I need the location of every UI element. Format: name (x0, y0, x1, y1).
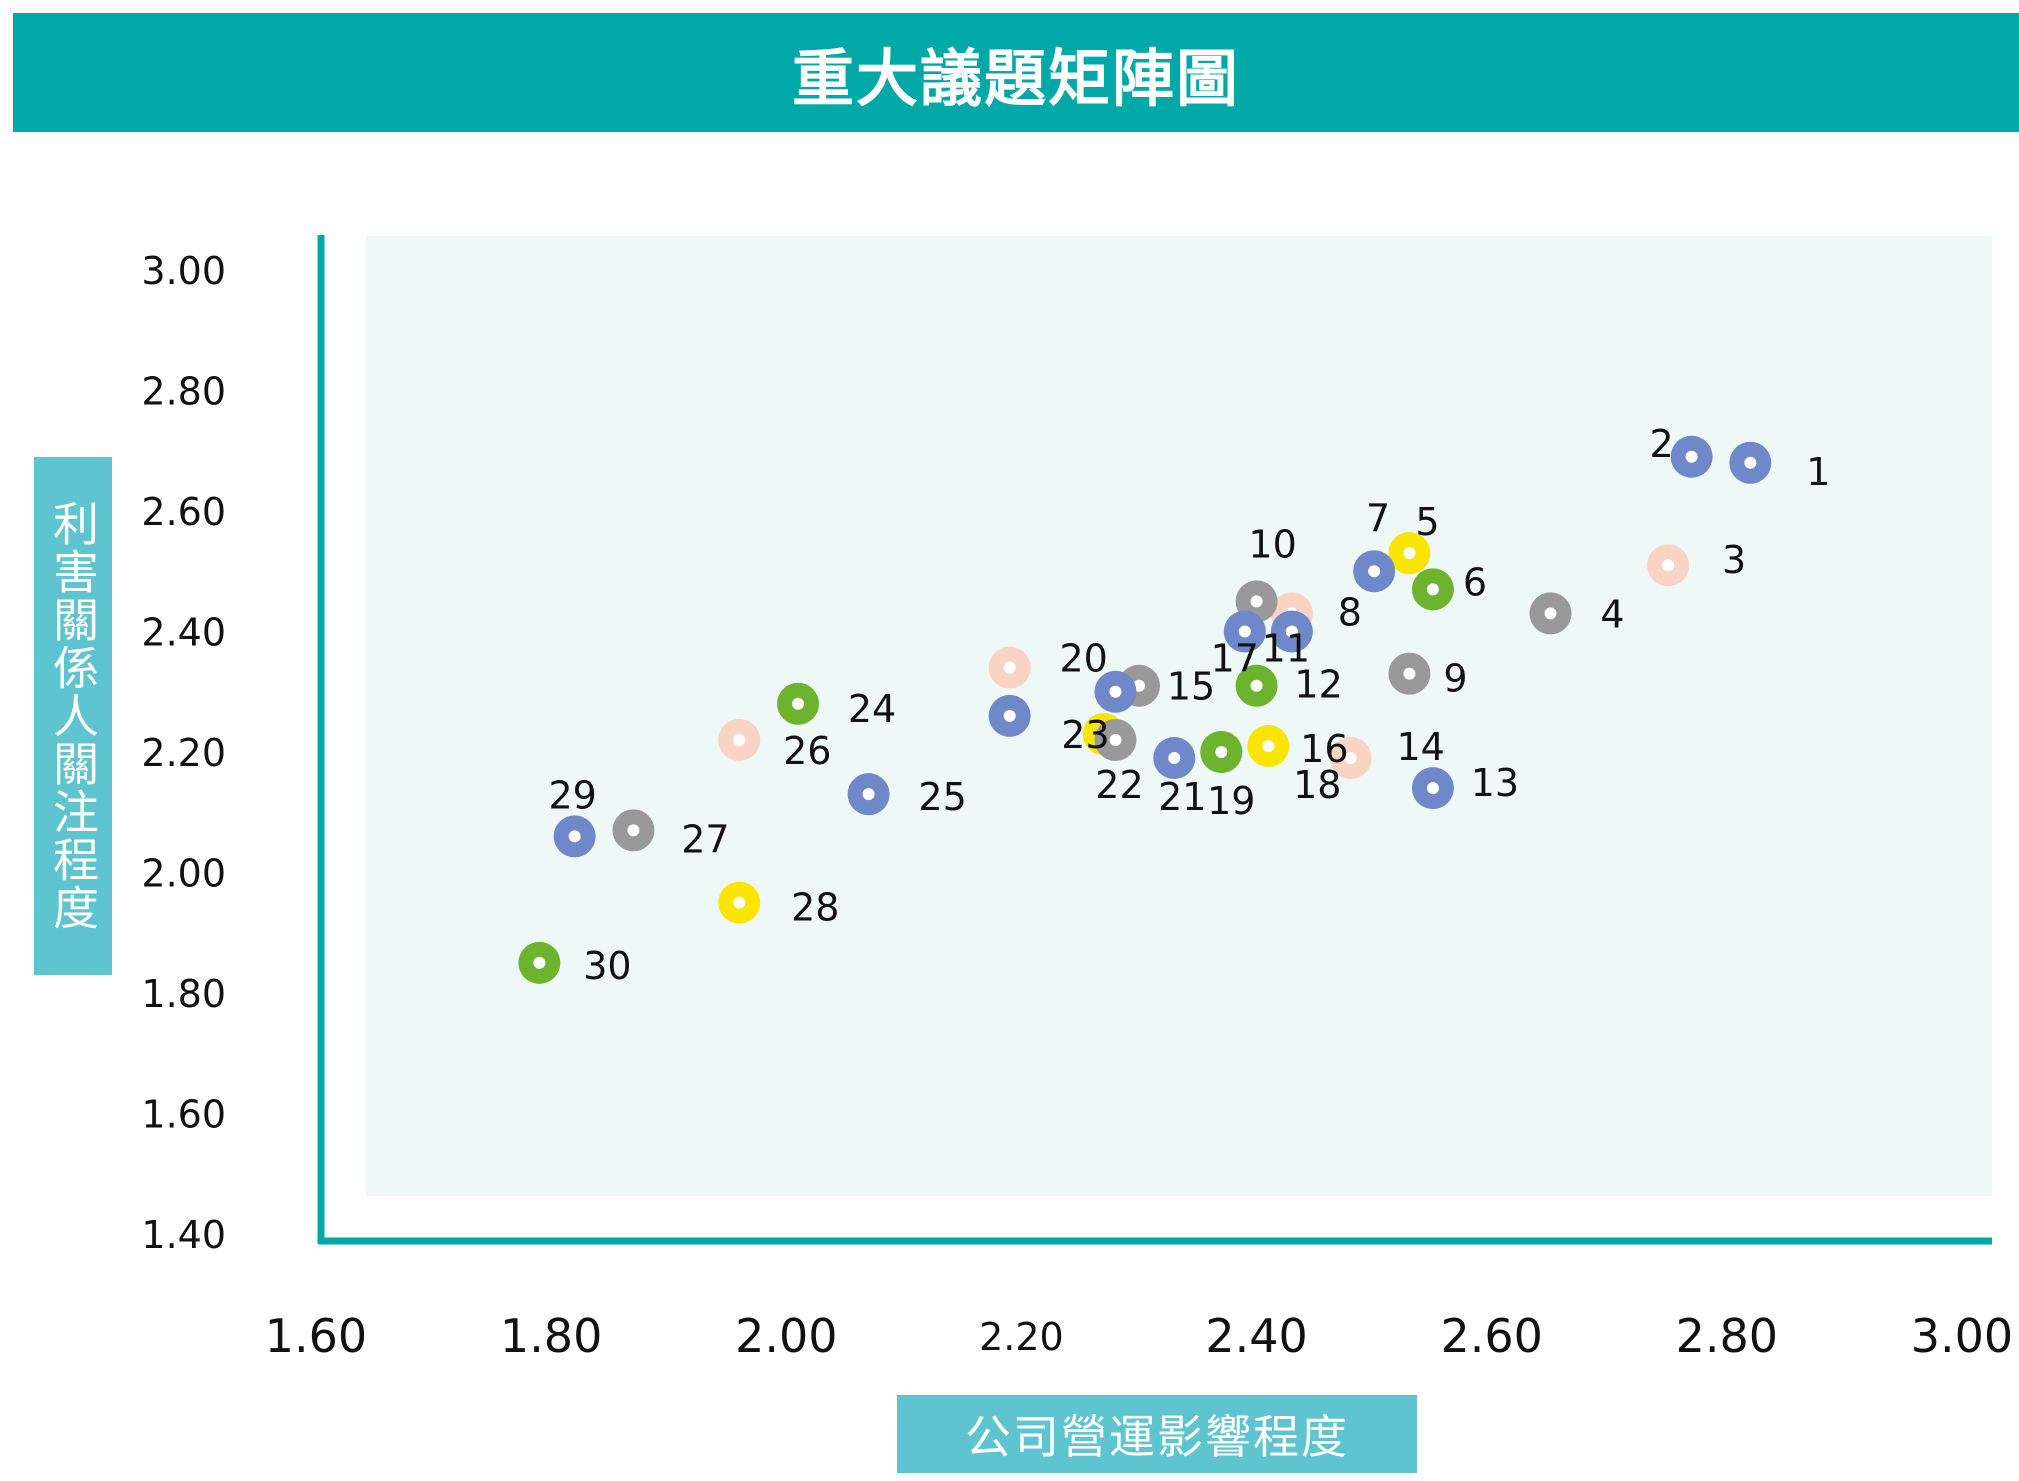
data-point-label: 1 (1806, 450, 1830, 494)
data-point-marker (553, 815, 596, 858)
data-point-marker (847, 773, 890, 816)
data-point-label: 4 (1600, 592, 1624, 636)
data-point-label: 30 (583, 944, 631, 988)
x-tick-label: 2.40 (1205, 1309, 1307, 1363)
y-tick-label: 3.00 (141, 249, 226, 293)
data-point-marker (1411, 767, 1454, 810)
y-tick-label: 2.60 (141, 490, 226, 534)
data-point-label: 6 (1463, 560, 1487, 604)
data-point-marker (718, 881, 761, 924)
data-point-label: 8 (1338, 590, 1362, 634)
y-axis-title-box: 利害關係人關注程度 (34, 457, 112, 975)
y-tick-label: 1.80 (141, 972, 226, 1016)
data-labels: 1234567891011121314151617181920212223242… (548, 422, 1830, 988)
chart-header-bar: 重大議題矩陣圖 (13, 13, 2019, 132)
x-tick-label: 1.60 (265, 1309, 367, 1363)
data-point-label: 10 (1248, 522, 1296, 566)
data-point-marker (612, 809, 655, 852)
x-axis-title-box: 公司營運影響程度 (897, 1395, 1417, 1473)
data-point-label: 2 (1649, 422, 1673, 466)
x-tick-label: 2.00 (735, 1309, 837, 1363)
y-tick-label: 2.40 (141, 611, 226, 655)
y-tick-label: 2.20 (141, 731, 226, 775)
data-point-marker (1223, 610, 1266, 653)
data-markers (518, 435, 1772, 984)
data-point-marker (1153, 737, 1196, 780)
y-axis-title: 利害關係人關注程度 (46, 500, 100, 932)
y-tick-label: 2.00 (141, 852, 226, 896)
data-point-marker (1200, 731, 1243, 773)
data-point-marker (1388, 652, 1431, 695)
data-point-label: 13 (1471, 761, 1519, 805)
data-point-label: 12 (1294, 663, 1342, 707)
data-point-marker (1247, 724, 1290, 767)
y-tick-label: 2.80 (141, 370, 226, 414)
data-point-label: 19 (1207, 779, 1255, 823)
data-point-label: 5 (1415, 500, 1439, 544)
data-point-marker (988, 694, 1031, 737)
data-point-marker (1670, 435, 1713, 478)
y-tick-label: 1.40 (141, 1213, 226, 1257)
data-point-marker (988, 646, 1031, 689)
data-point-marker (1329, 737, 1372, 780)
data-point-label: 23 (1061, 713, 1109, 757)
data-point-marker (777, 682, 820, 725)
data-point-label: 20 (1059, 637, 1107, 681)
data-point-marker (1094, 670, 1137, 713)
data-point-label: 15 (1167, 665, 1215, 709)
x-tick-label: 3.00 (1911, 1309, 2013, 1363)
x-tick-label: 2.80 (1676, 1309, 1778, 1363)
data-point-label: 25 (918, 775, 966, 819)
data-point-label: 14 (1396, 725, 1444, 769)
data-point-marker (1411, 568, 1454, 611)
data-point-label: 24 (848, 687, 896, 731)
data-point-marker (1235, 664, 1278, 707)
y-tick-label: 1.60 (141, 1093, 226, 1137)
x-tick-label: 2.60 (1441, 1309, 1543, 1363)
data-point-marker (1729, 441, 1772, 484)
data-point-label: 28 (791, 886, 839, 930)
x-tick-label: 2.20 (979, 1315, 1064, 1359)
data-point-label: 21 (1158, 775, 1206, 819)
x-tick-labels: 1.60 1.80 2.00 2.20 2.40 2.60 2.80 3.00 (265, 1309, 2013, 1363)
chart-title: 重大議題矩陣圖 (791, 41, 1240, 115)
data-point-marker (718, 718, 761, 761)
data-point-marker (518, 941, 561, 984)
data-point-label: 11 (1262, 627, 1310, 671)
data-point-marker (1388, 532, 1431, 575)
data-point-label: 17 (1211, 637, 1259, 681)
data-point-marker (1270, 610, 1313, 653)
data-point-label: 27 (681, 817, 729, 861)
data-point-marker (1353, 550, 1396, 593)
data-point-label: 16 (1300, 727, 1348, 771)
data-point-marker (1529, 592, 1572, 635)
data-point-label: 7 (1366, 496, 1390, 540)
data-point-marker (1647, 544, 1690, 587)
data-point-label: 29 (548, 773, 596, 817)
data-point-label: 3 (1722, 538, 1746, 582)
data-point-label: 9 (1443, 657, 1467, 701)
x-tick-label: 1.80 (500, 1309, 602, 1363)
data-point-label: 22 (1095, 763, 1143, 807)
x-axis-title: 公司營運影響程度 (965, 1410, 1349, 1464)
data-point-label: 26 (783, 729, 831, 773)
data-point-label: 18 (1293, 763, 1341, 807)
plot-area-background (366, 236, 1992, 1196)
y-tick-labels: 3.00 2.80 2.60 2.40 2.20 2.00 1.80 1.60 1.40 (141, 249, 226, 1257)
data-point-marker (1094, 718, 1137, 761)
